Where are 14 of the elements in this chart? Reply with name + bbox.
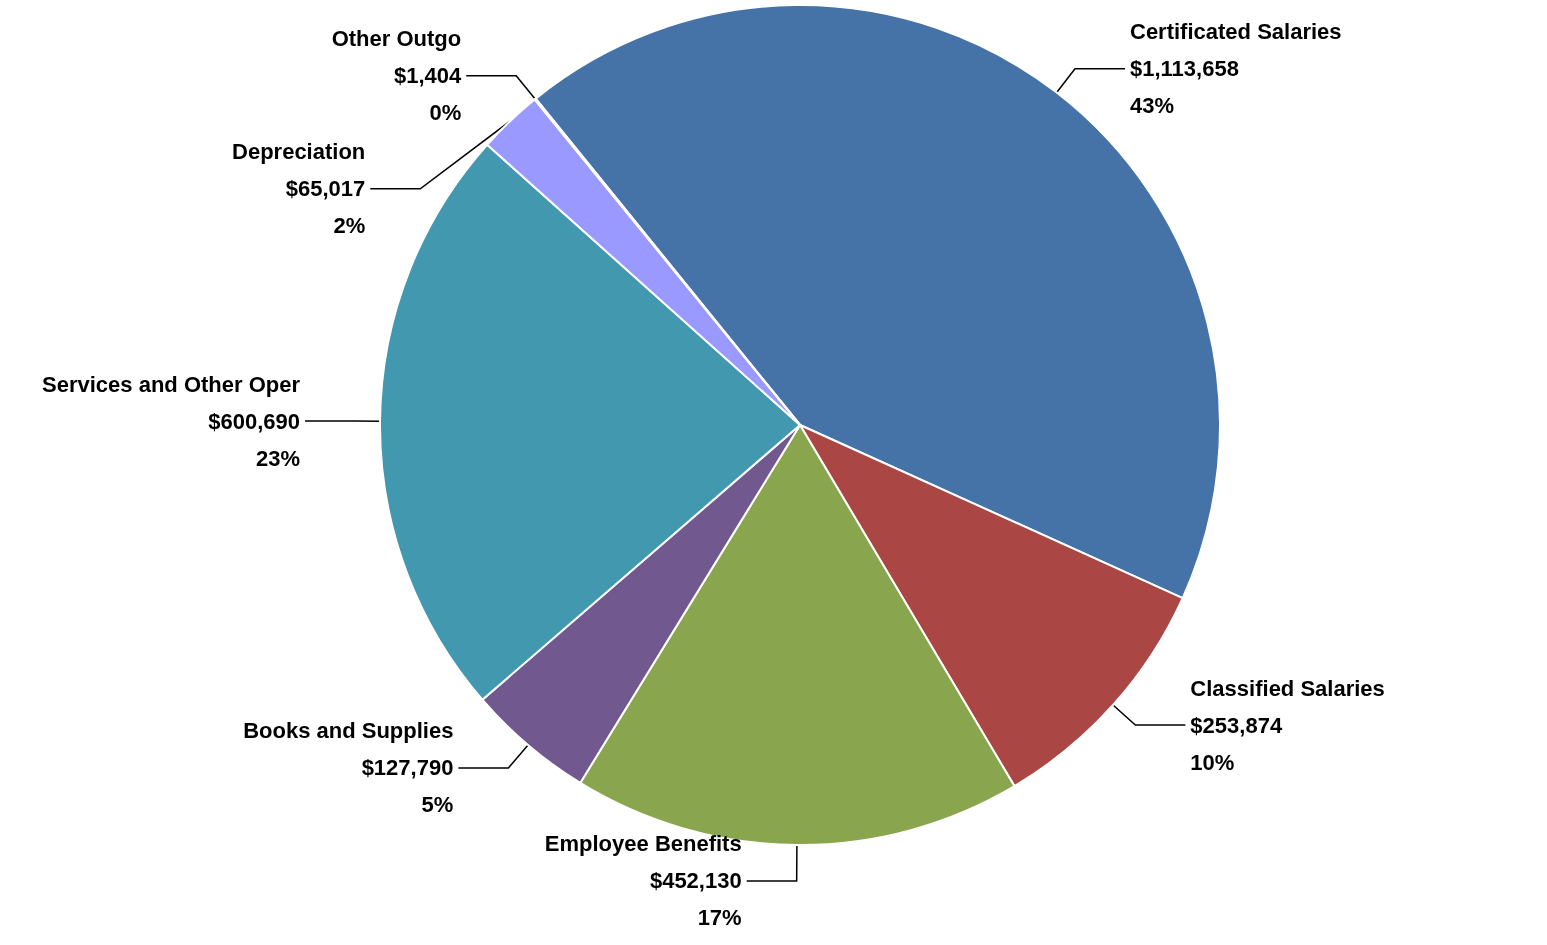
slice-label: Other Outgo: [331, 26, 462, 52]
slice-label: Books and Supplies: [243, 718, 454, 744]
data-label: $253,874 10%: [1190, 712, 1283, 775]
data-label: $65,017 2%: [285, 176, 366, 239]
data-label: $1,404 0%: [393, 63, 462, 126]
data-label: $127,790 5%: [361, 755, 454, 818]
slice-label: Classified Salaries: [1190, 675, 1385, 701]
data-label: $600,690 23%: [208, 408, 301, 471]
slice-label: Depreciation: [232, 139, 366, 165]
slice-label: Services and Other Oper: [42, 371, 301, 397]
data-label: $1,113,658 43%: [1130, 56, 1239, 119]
slice-label: Certificated Salaries: [1130, 19, 1342, 45]
slice-label: Employee Benefits: [544, 831, 742, 857]
data-label: $452,130 17%: [649, 868, 742, 931]
